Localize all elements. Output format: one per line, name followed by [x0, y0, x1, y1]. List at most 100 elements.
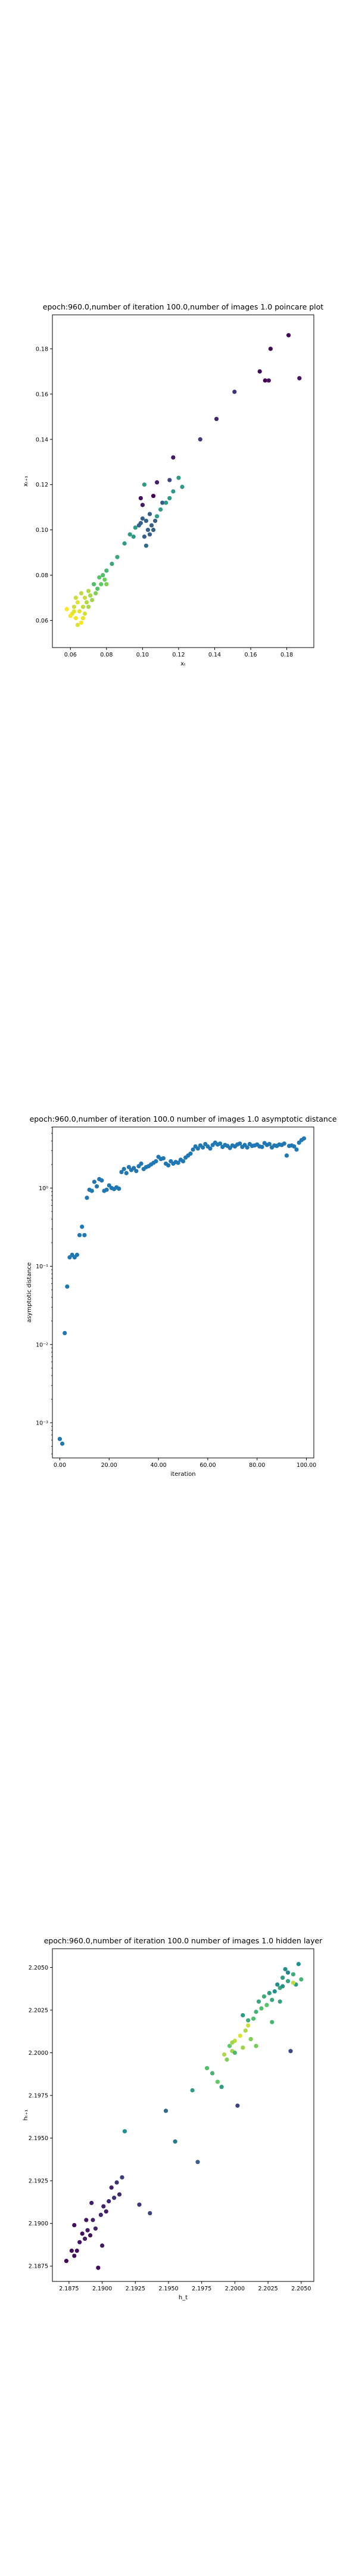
data-point — [77, 2240, 82, 2244]
data-point — [243, 2028, 248, 2033]
x-tick-label: 0.16 — [244, 652, 257, 658]
data-point — [232, 389, 237, 394]
data-point — [176, 1160, 180, 1165]
data-point — [73, 595, 78, 600]
y-tick-label: 2.1900 — [29, 2221, 48, 2227]
data-point — [90, 597, 95, 602]
y-tick-label: 2.2000 — [29, 2050, 48, 2057]
x-tick-label: 100.00 — [297, 1462, 316, 1469]
plot-frame — [52, 1948, 314, 2282]
data-point — [261, 1994, 267, 1999]
data-point — [122, 541, 127, 546]
data-point — [210, 2071, 215, 2076]
x-tick-label: 20.00 — [101, 1462, 117, 1469]
data-point — [137, 2202, 142, 2207]
data-point — [102, 577, 107, 582]
data-point — [144, 518, 149, 524]
data-point — [134, 1169, 139, 1174]
data-point — [92, 582, 96, 587]
data-point — [71, 605, 76, 609]
data-point — [270, 2020, 275, 2024]
data-point — [89, 2200, 94, 2205]
data-point — [104, 2209, 108, 2214]
data-point — [69, 2248, 74, 2253]
data-point — [117, 1186, 121, 1191]
data-point — [301, 1136, 307, 1141]
data-point — [171, 455, 176, 460]
data-point — [238, 1141, 242, 1146]
data-point — [99, 2243, 105, 2248]
data-point — [158, 507, 163, 512]
data-point — [291, 1980, 296, 1985]
x-tick-label: 60.00 — [199, 1462, 216, 1469]
data-point — [232, 2050, 238, 2055]
data-point — [114, 2180, 119, 2185]
x-tick-label: 40.00 — [150, 1462, 166, 1469]
y-tick-label: 0.14 — [36, 436, 48, 443]
data-point — [215, 2079, 220, 2084]
data-point — [297, 376, 302, 380]
y-tick-label: 0.10 — [36, 527, 48, 534]
data-point — [73, 616, 78, 621]
data-point — [270, 1998, 275, 2002]
x-tick-label: 2.2050 — [291, 2286, 311, 2292]
data-point — [97, 575, 102, 580]
data-point — [241, 2013, 245, 2018]
x-axis-label: iteration — [170, 1471, 195, 1478]
data-point — [82, 1233, 87, 1237]
data-point — [71, 609, 76, 614]
data-point — [299, 1977, 304, 1982]
data-point — [75, 623, 80, 627]
data-point — [263, 378, 267, 383]
data-point — [122, 2129, 127, 2134]
y-tick-label: 2.1925 — [29, 2178, 48, 2185]
data-point — [85, 2228, 90, 2233]
x-tick-label: 2.1900 — [92, 2286, 112, 2292]
data-point — [264, 2002, 269, 2008]
data-point — [77, 1233, 82, 1237]
chart-title: epoch:960.0,number of iteration 100.0,nu… — [43, 302, 324, 311]
data-point — [201, 1145, 205, 1150]
data-point — [166, 1163, 171, 1168]
data-point — [155, 514, 160, 519]
data-point — [64, 2259, 68, 2264]
data-point — [176, 475, 181, 480]
y-tick-label: 0.16 — [36, 391, 48, 398]
data-point — [254, 2010, 258, 2014]
hidden-layer-plot: epoch:960.0,number of iteration 100.0 nu… — [23, 1936, 323, 2301]
data-point — [88, 2233, 93, 2238]
data-point — [154, 1159, 158, 1164]
y-tick-label: 2.1950 — [29, 2135, 48, 2142]
data-point — [230, 2040, 235, 2045]
data-point — [104, 582, 109, 587]
x-tick-label: 0.14 — [208, 652, 221, 658]
data-point — [155, 480, 160, 485]
data-point — [152, 518, 158, 524]
y-tick-label: 2.2025 — [29, 2008, 48, 2014]
data-point — [79, 591, 84, 596]
data-point — [275, 1982, 280, 1987]
data-point — [84, 2218, 89, 2222]
y-tick-label: 0.06 — [36, 618, 48, 624]
data-point — [121, 1166, 126, 1172]
data-point — [246, 2018, 251, 2023]
data-point — [94, 1184, 99, 1189]
data-point — [164, 500, 169, 505]
data-point — [218, 1141, 223, 1146]
x-tick-label: 2.2025 — [258, 2286, 277, 2292]
data-point — [132, 1166, 136, 1171]
data-point — [115, 555, 120, 559]
data-point — [214, 417, 219, 422]
data-point — [75, 600, 80, 605]
data-point — [74, 2248, 79, 2253]
data-point — [259, 2006, 264, 2011]
data-point — [117, 2192, 122, 2197]
y-tick-label: 10⁻¹ — [36, 1264, 48, 1270]
data-point — [268, 346, 273, 351]
data-point — [110, 561, 114, 566]
data-point — [222, 2052, 227, 2057]
x-tick-label: 2.1950 — [158, 2286, 178, 2292]
data-point — [148, 2210, 152, 2216]
data-point — [171, 489, 176, 494]
data-point — [167, 496, 172, 501]
